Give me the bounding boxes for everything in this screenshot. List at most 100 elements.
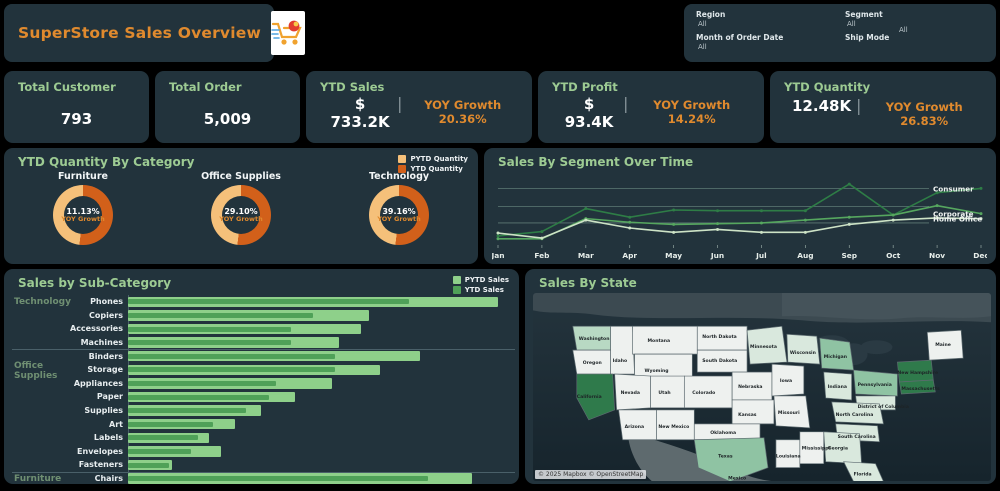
point-home-office-Dec[interactable] <box>979 217 983 221</box>
bar-ytd-supplies[interactable] <box>128 408 247 414</box>
bar-ytd-labels[interactable] <box>128 435 199 441</box>
point-home-office-Jun[interactable] <box>716 227 720 231</box>
point-home-office-Apr[interactable] <box>628 226 632 230</box>
kpi-total-order[interactable]: Total Order 5,009 <box>155 71 300 143</box>
point-home-office-Aug[interactable] <box>803 230 807 234</box>
bar-ytd-appliances[interactable] <box>128 380 276 386</box>
bar-ytd-phones[interactable] <box>128 299 410 305</box>
filter-region[interactable]: Region All <box>696 10 837 34</box>
bar-ytd-envelopes[interactable] <box>128 448 191 454</box>
donut-technology[interactable]: Technology 39.16% YOY Growth <box>324 171 474 245</box>
bar-ytd-fasteners[interactable] <box>128 462 169 468</box>
donut-furniture[interactable]: Furniture 11.13% YOY Growth <box>8 171 158 245</box>
state-california[interactable] <box>576 373 616 421</box>
bar-ytd-machines[interactable] <box>128 340 291 346</box>
state-indiana[interactable] <box>823 371 852 401</box>
legend-item-ytd-sales[interactable]: YTD Sales <box>452 286 509 294</box>
point-consumer-Apr[interactable] <box>628 215 632 219</box>
point-corporate-Jul[interactable] <box>759 221 763 225</box>
bar-ytd-art[interactable] <box>128 421 214 427</box>
point-consumer-Dec[interactable] <box>979 186 983 190</box>
point-home-office-Nov[interactable] <box>935 216 939 220</box>
point-consumer-Aug[interactable] <box>803 209 807 213</box>
filter-panel[interactable]: Region All Segment All Month of Order Da… <box>684 4 996 62</box>
point-corporate-Jun[interactable] <box>716 222 720 226</box>
filter-month-of-order-date[interactable]: Month of Order Date All <box>696 33 837 57</box>
point-corporate-Jan[interactable] <box>496 237 500 241</box>
bar-row[interactable]: Fasteners <box>4 458 515 472</box>
bar-row[interactable]: Accessories <box>4 322 515 336</box>
bar-row[interactable]: Chairs <box>4 472 515 484</box>
state-missouri[interactable] <box>773 395 811 429</box>
point-consumer-Jun[interactable] <box>716 209 720 213</box>
point-home-office-Feb[interactable] <box>540 236 544 240</box>
point-home-office-Sep[interactable] <box>847 222 851 226</box>
bar-row[interactable]: Supplies <box>4 404 515 418</box>
bar-row[interactable]: Art <box>4 417 515 431</box>
bar-ytd-storage[interactable] <box>128 367 336 373</box>
kpi-ytd-sales[interactable]: YTD Sales $ 733.2K | YOY Growth 20.36% <box>306 71 532 143</box>
filter-segment[interactable]: Segment All <box>845 10 986 34</box>
point-home-office-Jan[interactable] <box>496 231 500 235</box>
bar-ytd-binders[interactable] <box>128 353 336 359</box>
bar-ytd-copiers[interactable] <box>128 312 313 318</box>
point-home-office-May[interactable] <box>672 230 676 234</box>
legend-item-pytd-quantity[interactable]: PYTD Quantity <box>398 155 468 163</box>
kpi-ytd-quantity[interactable]: YTD Quantity 12.48K | YOY Growth 26.83% <box>770 71 996 143</box>
bar-row[interactable]: Appliances <box>4 377 515 391</box>
state-idaho[interactable] <box>610 325 635 375</box>
bar-row[interactable]: Copiers <box>4 309 515 323</box>
state-north-carolina[interactable] <box>831 401 884 425</box>
bar-row[interactable]: Binders <box>4 349 515 363</box>
state-florida[interactable] <box>843 461 884 481</box>
bar-chart-rows[interactable]: Technology Phones Copiers Accessories Machin… <box>4 295 515 484</box>
filter-ship-mode[interactable]: All Ship Mode <box>845 26 986 57</box>
bar-row[interactable]: Phones <box>4 295 515 309</box>
state-iowa[interactable] <box>771 363 805 397</box>
legend-item-pytd-sales[interactable]: PYTD Sales <box>452 276 509 284</box>
line-series-corporate[interactable] <box>498 204 982 240</box>
map-canvas[interactable]: Washington Oregon Idaho Montana North Da… <box>533 293 991 481</box>
state-kansas[interactable] <box>731 399 775 425</box>
point-consumer-Feb[interactable] <box>540 230 544 234</box>
point-consumer-Jan[interactable] <box>496 234 500 238</box>
state-maine[interactable] <box>926 329 964 361</box>
legend-item-ytd-quantity[interactable]: YTD Quantity <box>398 165 468 173</box>
state-wisconsin[interactable] <box>786 333 821 365</box>
kpi-total-customer[interactable]: Total Customer 793 <box>4 71 149 143</box>
point-corporate-Aug[interactable] <box>803 218 807 222</box>
bar-row[interactable]: Envelopes <box>4 445 515 459</box>
bar-ytd-accessories[interactable] <box>128 326 291 332</box>
point-corporate-Sep[interactable] <box>847 215 851 219</box>
bar-ytd-paper[interactable] <box>128 394 269 400</box>
point-home-office-Oct[interactable] <box>891 218 895 222</box>
point-corporate-Oct[interactable] <box>891 213 895 217</box>
bar-ytd-chairs[interactable] <box>128 476 428 482</box>
bar-row[interactable]: Paper <box>4 390 515 404</box>
point-corporate-Nov[interactable] <box>935 204 939 208</box>
bar-row[interactable]: Machines <box>4 336 515 350</box>
state-louisiana[interactable] <box>775 439 801 468</box>
point-corporate-Dec[interactable] <box>979 212 983 216</box>
bar-row[interactable]: Storage <box>4 363 515 377</box>
bar-row[interactable]: Labels <box>4 431 515 445</box>
state-texas[interactable] <box>693 437 769 481</box>
point-home-office-Jul[interactable] <box>759 230 763 234</box>
state-massachusetts[interactable] <box>898 379 936 395</box>
state-minnesota[interactable] <box>746 325 788 365</box>
state-pennsylvania[interactable] <box>853 369 898 397</box>
point-consumer-Nov[interactable] <box>935 191 939 195</box>
line-series-home-office[interactable] <box>497 217 982 239</box>
point-consumer-Mar[interactable] <box>584 207 588 211</box>
state-mississippi[interactable] <box>799 431 825 465</box>
point-consumer-Sep[interactable] <box>847 182 851 186</box>
point-home-office-Mar[interactable] <box>584 218 588 222</box>
line-series-consumer[interactable] <box>497 183 982 237</box>
us-choropleth[interactable]: Washington Oregon Idaho Montana North Da… <box>533 293 991 481</box>
point-corporate-May[interactable] <box>672 222 676 226</box>
point-corporate-Apr[interactable] <box>628 220 632 224</box>
state-shapes[interactable] <box>572 325 964 481</box>
donut-office-supplies[interactable]: Office Supplies 29.10% YOY Growth <box>166 171 316 245</box>
point-consumer-Jul[interactable] <box>759 209 763 213</box>
